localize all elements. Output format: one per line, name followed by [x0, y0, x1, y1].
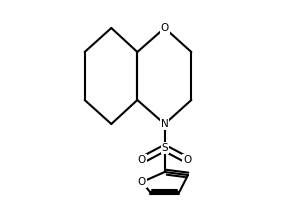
- Text: O: O: [138, 155, 146, 165]
- Text: O: O: [138, 177, 146, 187]
- Text: N: N: [161, 119, 169, 129]
- Text: O: O: [183, 155, 191, 165]
- Text: S: S: [161, 143, 168, 153]
- Text: O: O: [160, 23, 169, 33]
